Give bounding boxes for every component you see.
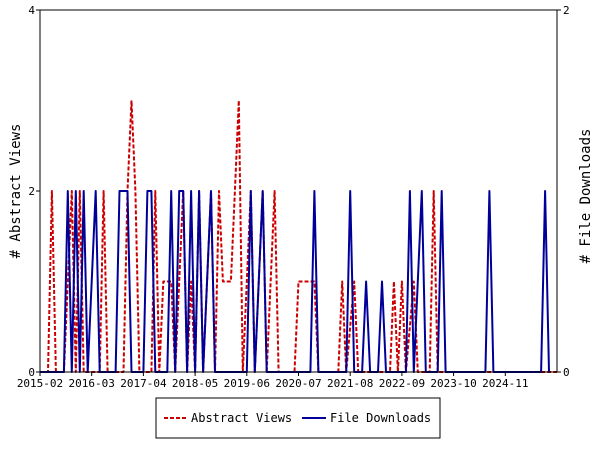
y-right-tick-label-0: 0 (563, 366, 570, 379)
legend-label-file-downloads: File Downloads (330, 411, 431, 425)
left-axis-title: # Abstract Views (8, 124, 24, 259)
x-tick-label-9: 2024-11 (482, 377, 528, 390)
axes-layer: 2015-02 2016-03 2017-04 2018-05 2019-06 2020-… (17, 4, 570, 390)
x-tick-label-5: 2020-07 (275, 377, 321, 390)
legend: Abstract Views File Downloads (155, 397, 441, 439)
series-layer (40, 99, 557, 373)
series-line-file-downloads (40, 190, 550, 373)
legend-box (155, 397, 441, 439)
x-tick-label-3: 2018-05 (172, 377, 218, 390)
x-tick-label-7: 2022-09 (379, 377, 425, 390)
y-right-tick-label-1: 2 (563, 4, 570, 17)
y-left-tick-label-0: 0 (28, 366, 35, 379)
x-tick-label-0: 2015-02 (17, 377, 63, 390)
right-axis-title: # File Downloads (578, 129, 594, 264)
legend-label-abstract-views: Abstract Views (191, 411, 292, 425)
x-tick-label-4: 2019-06 (224, 377, 270, 390)
y-left-tick-label-2: 4 (28, 4, 35, 17)
x-tick-label-6: 2021-08 (327, 377, 373, 390)
y-left-tick-label-1: 2 (28, 185, 35, 198)
x-tick-label-2: 2017-04 (120, 377, 167, 390)
x-tick-label-8: 2023-10 (430, 377, 476, 390)
x-tick-label-1: 2016-03 (69, 377, 115, 390)
